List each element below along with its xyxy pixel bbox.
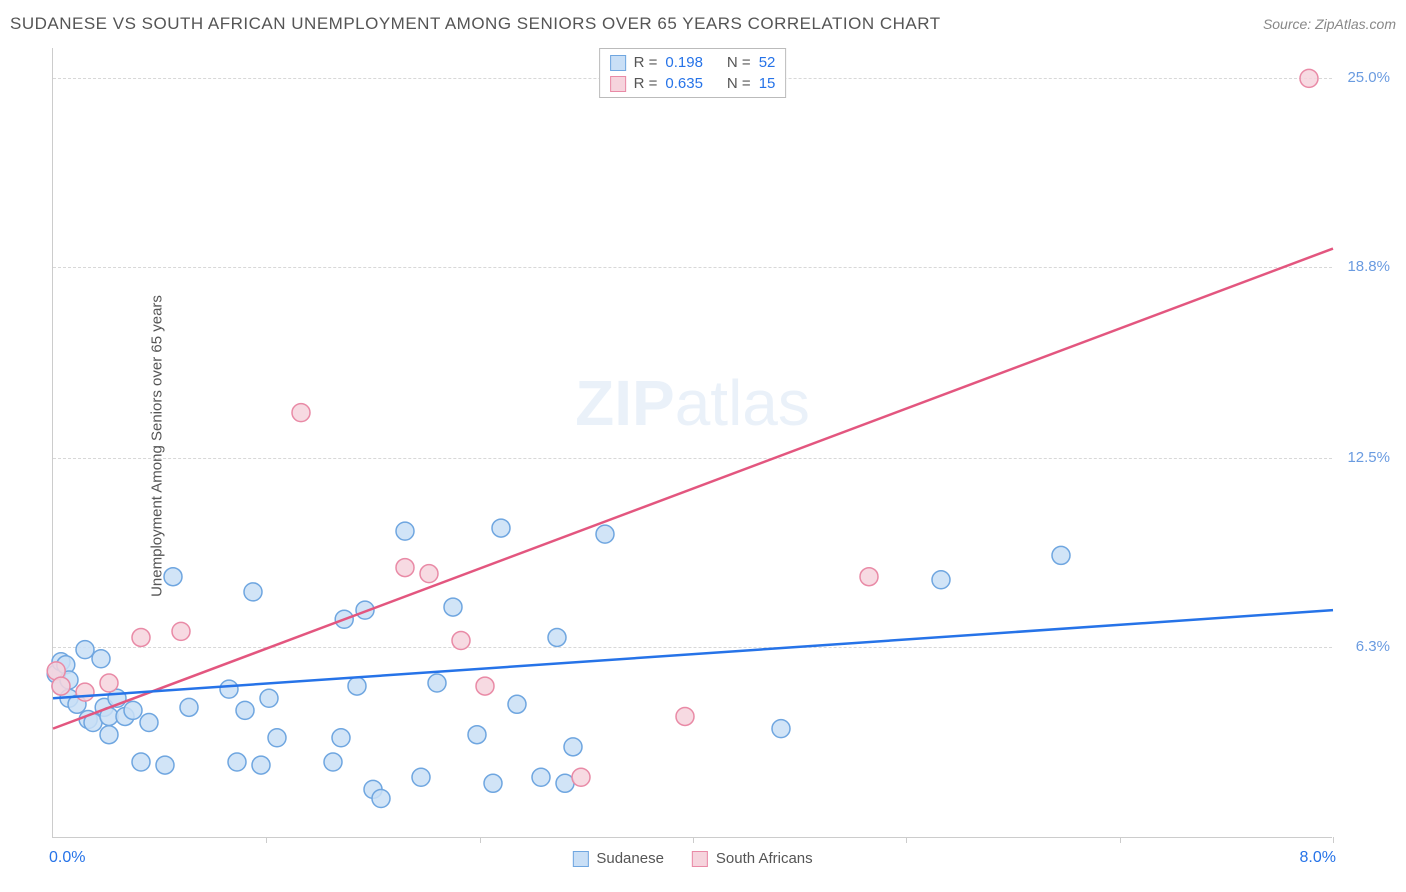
r-label: R = [634,54,658,71]
chart-title: SUDANESE VS SOUTH AFRICAN UNEMPLOYMENT A… [10,14,941,34]
n-label: N = [727,54,751,71]
x-tick [266,837,267,843]
y-tick-label: 25.0% [1347,69,1390,86]
data-point [164,568,182,586]
regression-line [53,249,1333,729]
data-point [228,753,246,771]
x-tick [906,837,907,843]
data-point [396,559,414,577]
data-point [860,568,878,586]
data-point [484,774,502,792]
legend-stats-row-sudanese: R = 0.198 N = 52 [610,52,776,73]
regression-line [53,610,1333,698]
data-point [676,707,694,725]
legend-label-south-african: South Africans [716,850,813,867]
data-point [932,571,950,589]
data-point [100,726,118,744]
data-point [92,650,110,668]
swatch-sudanese-icon [572,851,588,867]
data-point [1300,69,1318,87]
x-axis-min-label: 0.0% [49,849,85,867]
data-point [492,519,510,537]
data-point [76,641,94,659]
y-tick-label: 12.5% [1347,449,1390,466]
data-point [244,583,262,601]
legend-bottom: Sudanese South Africans [572,850,812,867]
data-point [252,756,270,774]
data-point [508,695,526,713]
plot-svg [53,48,1332,837]
data-point [428,674,446,692]
data-point [772,720,790,738]
x-axis-max-label: 8.0% [1300,849,1336,867]
legend-stats-box: R = 0.198 N = 52 R = 0.635 N = 15 [599,48,787,98]
data-point [324,753,342,771]
y-tick-label: 6.3% [1356,638,1390,655]
data-point [444,598,462,616]
r-value-sudanese: 0.198 [665,54,703,71]
data-point [476,677,494,695]
swatch-south-african-icon [610,76,626,92]
data-point [292,404,310,422]
data-point [396,522,414,540]
r-label: R = [634,75,658,92]
data-point [76,683,94,701]
data-point [468,726,486,744]
x-tick [480,837,481,843]
legend-label-sudanese: Sudanese [596,850,664,867]
data-point [140,714,158,732]
data-point [548,628,566,646]
data-point [1052,546,1070,564]
data-point [596,525,614,543]
data-point [564,738,582,756]
data-point [236,701,254,719]
data-point [532,768,550,786]
data-point [268,729,286,747]
x-tick [1120,837,1121,843]
data-point [52,677,70,695]
swatch-south-african-icon [692,851,708,867]
data-point [348,677,366,695]
chart-source: Source: ZipAtlas.com [1263,16,1396,32]
y-tick-label: 18.8% [1347,258,1390,275]
n-value-south-african: 15 [759,75,776,92]
data-point [332,729,350,747]
data-point [180,698,198,716]
data-point [260,689,278,707]
chart-header: SUDANESE VS SOUTH AFRICAN UNEMPLOYMENT A… [10,10,1396,38]
data-point [572,768,590,786]
x-tick [693,837,694,843]
data-point [124,701,142,719]
r-value-south-african: 0.635 [665,75,703,92]
legend-item-south-african: South Africans [692,850,813,867]
data-point [100,674,118,692]
data-point [172,622,190,640]
data-point [372,790,390,808]
data-point [220,680,238,698]
data-point [132,753,150,771]
data-point [132,628,150,646]
x-tick [1333,837,1334,843]
swatch-sudanese-icon [610,55,626,71]
plot-area: ZIPatlas 6.3%12.5%18.8%25.0% R = 0.198 N… [52,48,1332,838]
data-point [412,768,430,786]
n-value-sudanese: 52 [759,54,776,71]
n-label: N = [727,75,751,92]
legend-stats-row-south-african: R = 0.635 N = 15 [610,73,776,94]
data-point [452,632,470,650]
legend-item-sudanese: Sudanese [572,850,664,867]
data-point [156,756,174,774]
data-point [420,565,438,583]
